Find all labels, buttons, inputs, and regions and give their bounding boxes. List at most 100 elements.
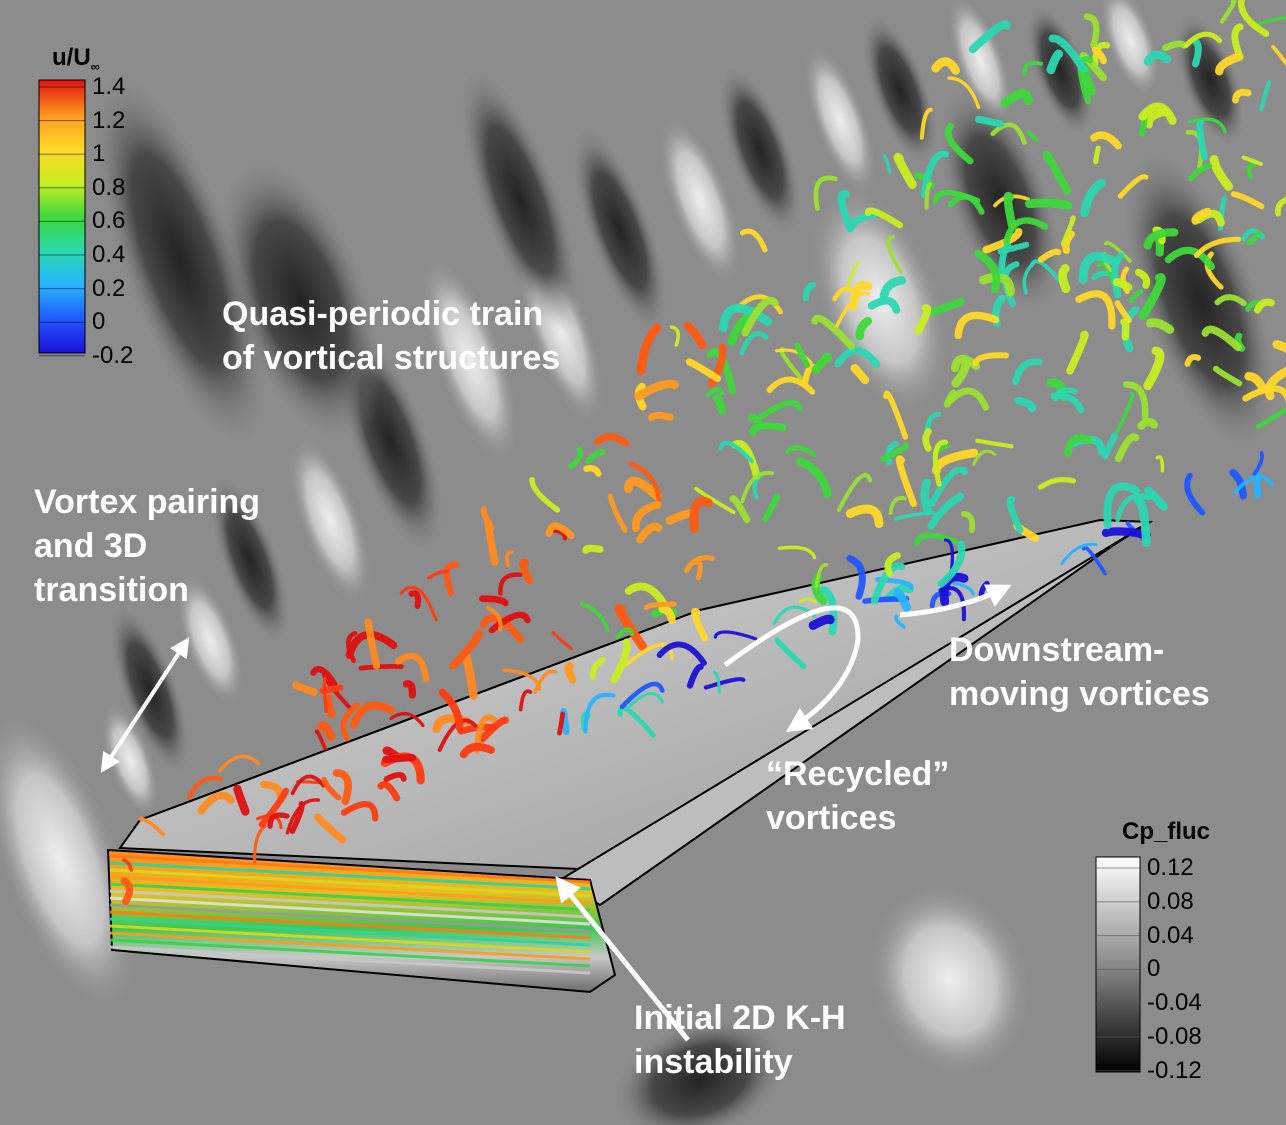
vortex-tube — [658, 604, 676, 625]
vortex-tube — [1080, 178, 1106, 218]
vortex-tube — [607, 493, 628, 533]
vortical-structures — [120, 0, 1286, 906]
vortex-tube — [533, 669, 558, 694]
vortex-tube — [252, 824, 267, 865]
vortex-tube — [1012, 358, 1043, 386]
vortex-tube — [319, 684, 344, 695]
pressure-blob — [420, 255, 520, 465]
vortex-tube — [947, 387, 990, 411]
vortex-tube — [1022, 61, 1044, 77]
vortex-tube — [610, 638, 631, 684]
vortex-tube — [924, 181, 932, 210]
vortex-tube — [1272, 340, 1286, 354]
vortex-tube — [961, 511, 976, 534]
vortex-tube — [519, 558, 533, 584]
vortex-tube — [1230, 191, 1265, 210]
vortex-tube — [583, 692, 616, 734]
vortex-tube — [739, 331, 769, 356]
vortex-tube — [731, 439, 761, 480]
vortex-tube — [1037, 248, 1062, 263]
vortex-tube — [1058, 264, 1071, 294]
vortex-tube — [998, 242, 1012, 275]
vortex-tube — [1232, 88, 1252, 104]
vortex-tube — [893, 152, 917, 189]
vortex-tube — [834, 346, 881, 369]
vortex-tube — [951, 359, 971, 388]
vortex-tube — [340, 801, 379, 822]
pressure-blob — [658, 114, 742, 286]
vortex-tube — [1060, 215, 1076, 247]
vortex-tube — [1213, 365, 1243, 387]
vortex-tube — [1275, 196, 1286, 217]
vortex-tube — [694, 486, 736, 515]
vortex-tube — [885, 440, 899, 466]
leading-edge-stripe — [109, 910, 591, 940]
pressure-blob — [91, 70, 269, 450]
vortex-tube — [529, 476, 561, 513]
vortex-tube — [683, 555, 715, 574]
vortex-tube — [233, 784, 250, 816]
vortex-tube — [551, 631, 573, 650]
vortex-tube — [972, 352, 1010, 367]
pressure-blob — [718, 64, 802, 236]
vortex-tube — [345, 630, 398, 659]
vortex-tube — [1133, 495, 1151, 547]
vortex-tube — [888, 496, 907, 515]
vortex-tube — [855, 316, 873, 341]
vortex-tube — [1214, 294, 1247, 307]
pressure-blob — [1121, 148, 1279, 452]
vortex-tube — [713, 630, 758, 641]
vortex-tube — [647, 411, 674, 422]
vortex-tube — [291, 681, 318, 696]
velocity-tick-label: 0.2 — [92, 274, 126, 302]
vortex-tube — [1137, 417, 1158, 430]
pressure-blob — [1174, 13, 1246, 147]
vortex-tube — [879, 276, 907, 300]
vortex-tube — [643, 601, 677, 611]
vortex-tube — [617, 705, 656, 738]
vortex-tube — [589, 656, 606, 680]
vortex-tube — [929, 297, 965, 316]
vortex-tube — [138, 816, 166, 837]
vortex-tube — [317, 721, 336, 742]
vortex-tube — [627, 692, 664, 708]
vortex-tube — [937, 540, 966, 588]
velocity-colorbar-bar — [38, 79, 86, 354]
vortex-tube — [794, 342, 811, 368]
vortex-tube — [1162, 40, 1188, 52]
vortex-tube — [585, 449, 606, 465]
velocity-colorbar — [38, 79, 86, 357]
vortex-tube — [927, 492, 964, 530]
vortex-tube — [932, 439, 949, 487]
vortex-tube — [1092, 46, 1107, 65]
vortex-tube — [1144, 486, 1168, 511]
leading-edge-stripe — [109, 889, 591, 919]
vortex-tube — [1025, 198, 1073, 211]
velocity-tick-label: 1.4 — [92, 73, 126, 100]
vortex-tube — [518, 689, 533, 712]
vortex-tube — [1196, 119, 1208, 161]
vortex-tube — [1204, 251, 1224, 290]
vortex-tube — [882, 154, 892, 175]
vortex-tube — [1246, 230, 1262, 246]
vortex-tube — [218, 754, 261, 773]
vortex-tube — [802, 281, 817, 302]
velocity-colorbar-title: u/U∞ — [52, 44, 100, 74]
vortex-tube — [614, 603, 647, 651]
leading-edge-stripe — [109, 931, 591, 961]
vortex-tube — [557, 711, 565, 736]
vortex-tube — [884, 552, 901, 577]
cp-tick-label: -0.08 — [1147, 1023, 1202, 1050]
vortex-tube — [120, 877, 134, 906]
vortex-tube — [1048, 34, 1088, 73]
vortex-tube — [689, 496, 713, 533]
velocity-title-sub: ∞ — [90, 59, 100, 74]
leading-edge-stripe — [109, 868, 591, 898]
vortex-tube — [894, 614, 906, 629]
vortex-tube — [777, 545, 817, 560]
vortex-tube — [775, 348, 813, 365]
velocity-tick-label: 0.8 — [92, 173, 126, 201]
vortex-tube — [332, 769, 352, 805]
vortex-tube — [1037, 477, 1077, 490]
velocity-title-main: u/U — [52, 44, 91, 71]
